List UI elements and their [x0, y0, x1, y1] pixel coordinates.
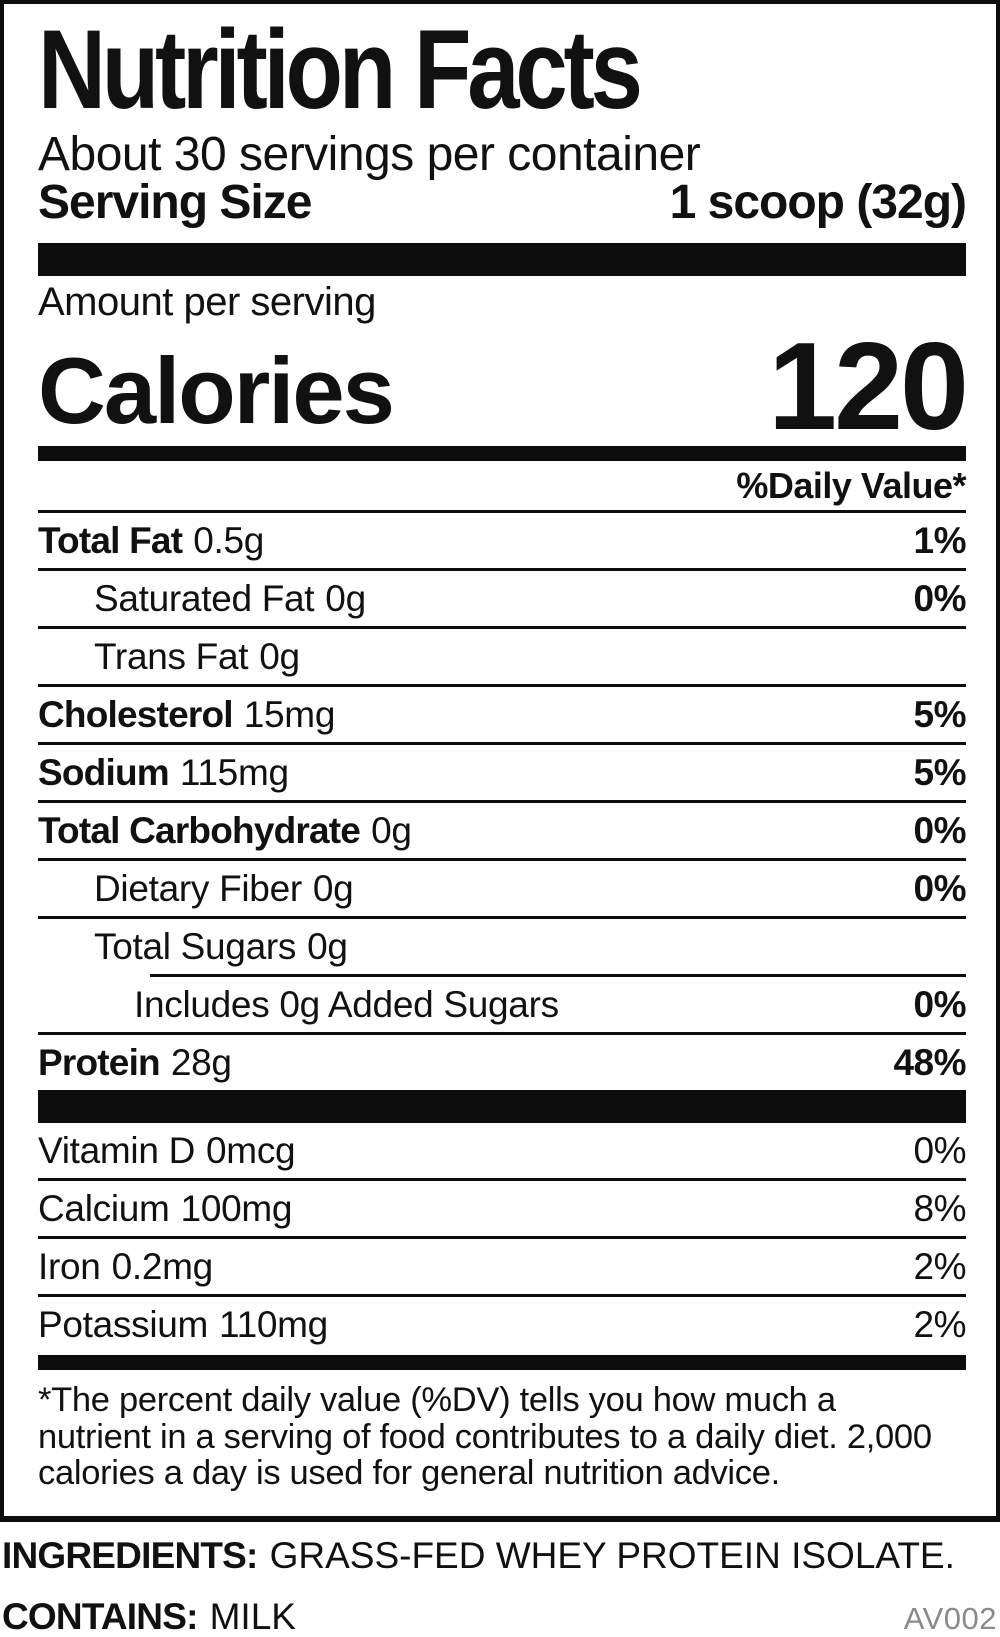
- nutrient-row: Total Carbohydrate 0g 0%: [38, 803, 967, 861]
- vitamin-amount: 0mcg: [206, 1130, 296, 1171]
- vitamin-name: Iron: [38, 1246, 101, 1287]
- vitamin-row: Iron 0.2mg 2%: [38, 1239, 967, 1297]
- nutrient-row: Cholesterol 15mg 5%: [38, 687, 967, 745]
- nutrient-name: Total Fat: [38, 520, 183, 561]
- nutrient-amount: 28g: [170, 1042, 232, 1083]
- daily-value-header: %Daily Value*: [38, 461, 967, 513]
- vitamin-amount: 100mg: [180, 1188, 293, 1229]
- vitamin-dv: 2%: [913, 1304, 967, 1345]
- nutrient-name: Cholesterol: [38, 694, 234, 735]
- vitamin-dv: 2%: [913, 1246, 967, 1287]
- vitamin-row: Vitamin D 0mcg 0%: [38, 1123, 967, 1181]
- nutrient-dv: 5%: [913, 694, 967, 735]
- nutrient-amount: 0g: [312, 868, 354, 909]
- nutrient-row: Trans Fat 0g: [38, 629, 966, 687]
- nutrient-name: Total Carbohydrate: [38, 810, 361, 851]
- vitamin-name: Calcium: [38, 1188, 170, 1229]
- contains-row: CONTAINS: MILK AV002: [0, 1595, 1000, 1637]
- nutrient-name: Includes 0g Added Sugars: [134, 984, 559, 1025]
- vitamin-name: Vitamin D: [38, 1130, 196, 1171]
- ingredients-label: INGREDIENTS:: [2, 1535, 258, 1576]
- divider-bar-medium: [38, 446, 966, 461]
- ingredients-value: GRASS-FED WHEY PROTEIN ISOLATE.: [269, 1535, 955, 1576]
- product-code: AV002: [903, 1600, 997, 1636]
- nutrient-name: Total Sugars: [94, 926, 297, 967]
- nutrient-dv: 0%: [913, 578, 967, 619]
- nutrient-row: Total Sugars 0g: [38, 919, 966, 974]
- nutrient-dv: 0%: [913, 984, 967, 1025]
- nutrient-dv: 1%: [913, 520, 967, 561]
- ingredients-row: INGREDIENTS: GRASS-FED WHEY PROTEIN ISOLA…: [0, 1535, 1000, 1577]
- vitamin-row: Calcium 100mg 8%: [38, 1181, 967, 1239]
- vitamin-dv: 0%: [913, 1130, 967, 1171]
- nutrient-amount: 0.5g: [193, 520, 265, 561]
- nutrient-amount: 115mg: [179, 752, 289, 793]
- nutrient-name: Trans Fat: [94, 636, 249, 677]
- contains-value: MILK: [209, 1595, 296, 1637]
- nutrient-dv: 0%: [913, 868, 967, 909]
- nutrient-amount: 0g: [307, 926, 348, 967]
- serving-size-label: Serving Size: [38, 176, 312, 229]
- amount-per-serving-label: Amount per serving: [38, 280, 376, 324]
- vitamin-amount: 0.2mg: [111, 1246, 214, 1287]
- indented-divider: [150, 974, 966, 977]
- divider-bar-thick: [38, 243, 966, 276]
- nutrient-amount: 0g: [325, 578, 366, 619]
- calories-row: Calories 120: [38, 317, 969, 456]
- nutrient-name: Dietary Fiber: [94, 868, 302, 909]
- nutrient-amount: 0g: [371, 810, 412, 851]
- servings-per-container: About 30 servings per container: [38, 128, 701, 181]
- nutrient-dv: 48%: [893, 1042, 966, 1083]
- nutrition-facts-label: Nutrition Facts About 30 servings per co…: [0, 0, 1000, 1522]
- nutrient-row: Includes 0g Added Sugars 0%: [38, 977, 967, 1035]
- calories-value: 120: [768, 317, 969, 456]
- nutrient-row: Saturated Fat 0g 0%: [38, 571, 967, 629]
- serving-size-value: 1 scoop (32g): [669, 176, 967, 229]
- nutrient-row: Sodium 115mg 5%: [38, 745, 967, 803]
- divider-bar-medium: [38, 1355, 966, 1370]
- vitamin-row: Potassium 110mg 2%: [38, 1297, 967, 1352]
- nutrient-name: Saturated Fat: [94, 578, 315, 619]
- nutrient-row: Protein 28g 48%: [38, 1035, 966, 1090]
- serving-size-row: Serving Size 1 scoop (32g): [38, 176, 967, 229]
- nutrient-amount: 0g: [259, 636, 300, 677]
- nutrient-row: Total Fat 0.5g 1%: [38, 513, 967, 571]
- nutrient-dv: 0%: [913, 810, 967, 851]
- nutrient-amount: 15mg: [243, 694, 336, 735]
- vitamin-name: Potassium: [38, 1304, 209, 1345]
- page-title: Nutrition Facts: [38, 7, 643, 132]
- nutrient-dv: 5%: [913, 752, 967, 793]
- nutrient-name: Protein: [38, 1042, 161, 1083]
- daily-value-footnote: *The percent daily value (%DV) tells you…: [38, 1381, 932, 1492]
- nutrient-row: Dietary Fiber 0g 0%: [38, 861, 967, 919]
- vitamin-amount: 110mg: [219, 1304, 328, 1345]
- nutrient-name: Sodium: [38, 752, 170, 793]
- vitamin-dv: 8%: [913, 1188, 967, 1229]
- divider-bar-thick: [38, 1090, 966, 1123]
- calories-label: Calories: [38, 337, 395, 443]
- contains-label: CONTAINS:: [2, 1595, 198, 1637]
